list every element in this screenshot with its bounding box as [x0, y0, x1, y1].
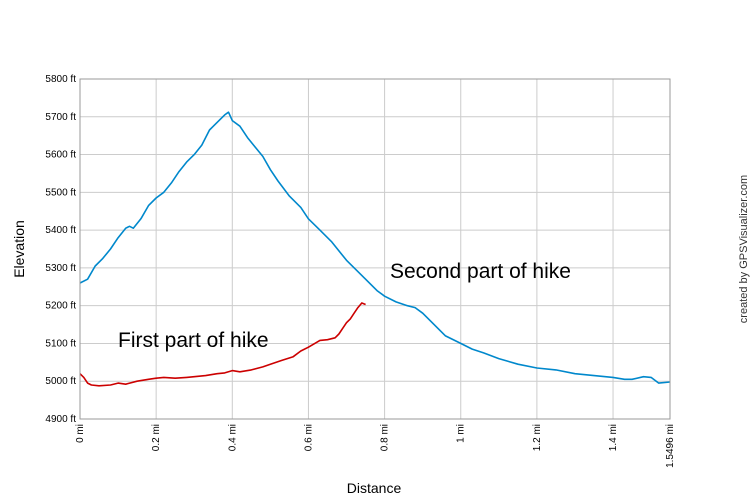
x-tick-label: 1 mi — [456, 424, 467, 443]
x-tick-label: 1.2 mi — [532, 424, 543, 451]
y-tick-labels: 4900 ft 5000 ft 5100 ft 5200 ft 5300 ft 5400 … — [45, 74, 76, 425]
y-tick-label: 5700 ft — [45, 112, 76, 123]
grid — [79, 78, 671, 420]
y-tick-label: 5300 ft — [45, 263, 76, 274]
series-lines — [79, 111, 671, 387]
x-tick-label: 0.6 mi — [303, 424, 314, 451]
x-tick-label: 0.4 mi — [227, 424, 238, 451]
y-tick-label: 5400 ft — [45, 225, 76, 236]
second-part-line — [79, 111, 671, 384]
y-tick-label: 5200 ft — [45, 301, 76, 312]
y-tick-label: 5000 ft — [45, 376, 76, 387]
x-tick-label: 1.4 mi — [608, 424, 619, 451]
x-tick-label: 0.2 mi — [151, 424, 162, 451]
annotation-second-part: Second part of hike — [390, 260, 571, 283]
first-part-line — [79, 302, 366, 387]
y-tick-label: 5500 ft — [45, 187, 76, 198]
plot-area — [80, 79, 670, 419]
plot-frame — [79, 78, 671, 420]
y-axis-title: Elevation — [11, 220, 27, 278]
annotation-first-part: First part of hike — [118, 329, 269, 352]
x-tick-label: 0.8 mi — [380, 424, 391, 451]
y-tick-label: 4900 ft — [45, 414, 76, 425]
credit-text: created by GPSVisualizer.com — [738, 175, 750, 323]
x-axis-title: Distance — [347, 480, 402, 496]
y-tick-label: 5100 ft — [45, 338, 76, 349]
x-tick-labels: 0 mi 0.2 mi 0.4 mi 0.6 mi 0.8 mi 1 mi 1.2 mi 1.… — [75, 424, 676, 468]
y-tick-label: 5800 ft — [45, 74, 76, 85]
x-tick-label: 0 mi — [75, 424, 86, 443]
x-tick-label: 1.5496 mi — [665, 424, 676, 468]
y-tick-label: 5600 ft — [45, 150, 76, 161]
